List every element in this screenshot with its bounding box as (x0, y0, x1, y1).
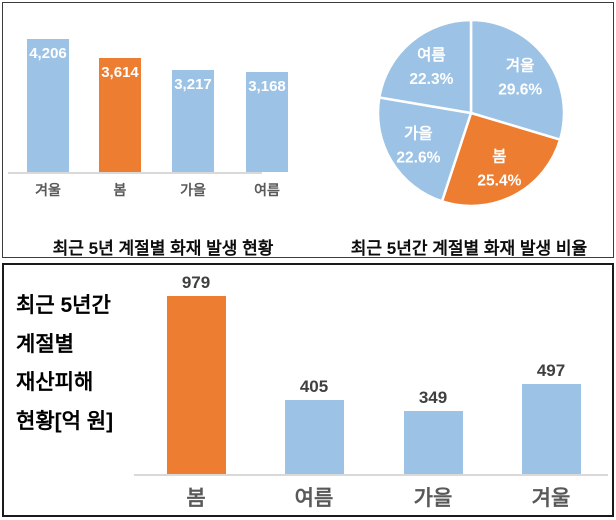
bar-value-winter: 497 (536, 361, 566, 380)
bar-value-spring: 979 (181, 273, 211, 292)
damage-title-line-4: 현황[억 원] (16, 409, 114, 433)
bar-winter (521, 384, 581, 474)
pie-slice-name-spring: 봄 (492, 147, 506, 165)
x-label-autumn: 가을 (413, 487, 453, 510)
property-damage-bar-chart: 979 봄 405 여름 349 가을 497 겨울 (4, 265, 612, 515)
x-label-spring: 봄 (113, 182, 127, 198)
bar-autumn (403, 411, 463, 474)
pie-slice-summer (378, 18, 473, 115)
top-panel: 4,206 겨울 3,614 봄 3,217 가을 3,168 여름 겨울 29.6% 봄 25.4… (2, 2, 614, 258)
pie-slice-name-summer: 여름 (417, 46, 446, 64)
bar-value-winter: 4,206 (29, 45, 67, 62)
bar-value-spring: 3,614 (101, 64, 139, 81)
bar-value-autumn: 349 (418, 388, 448, 407)
bar-value-summer: 3,168 (248, 78, 286, 95)
pie-slice-pct-autumn: 22.6% (396, 150, 440, 167)
bar-summer (246, 72, 288, 172)
pie-slice-winter (469, 18, 566, 141)
bar-summer (284, 400, 344, 474)
fire-ratio-chart-title: 최근 5년간 계절별 화재 발생 비율 (350, 239, 588, 258)
x-label-spring: 봄 (186, 487, 206, 510)
bar-value-summer: 405 (299, 377, 329, 396)
x-label-autumn: 가을 (180, 182, 206, 198)
damage-title-line-3: 재산피해 (16, 371, 94, 394)
x-label-summer: 여름 (254, 182, 280, 198)
fire-count-chart-axis-line (8, 172, 262, 174)
x-label-winter: 겨울 (35, 182, 61, 198)
pie-slice-pct-summer: 22.3% (409, 71, 453, 88)
fire-count-chart-title: 최근 5년 계절별 화재 발생 현황 (52, 239, 274, 258)
pie-slice-pct-spring: 25.4% (477, 172, 521, 189)
pie-slice-spring (440, 111, 562, 208)
bottom-panel: 최근 5년간 계절별 재산피해 현황[억 원] 979 봄 405 여름 349 가을 49… (2, 263, 614, 517)
fire-count-bar-chart: 4,206 겨울 3,614 봄 3,217 가을 3,168 여름 (3, 3, 613, 257)
pie-slice-pct-winter: 29.6% (498, 81, 542, 98)
bar-autumn (172, 70, 214, 172)
bar-winter (27, 39, 69, 172)
bar-spring (99, 58, 141, 172)
damage-chart-title: 최근 5년간 계절별 재산피해 현황[억 원] (16, 287, 113, 441)
damage-chart-axis-line (134, 474, 608, 476)
bar-value-autumn: 3,217 (174, 76, 212, 93)
bar-spring (166, 296, 226, 474)
pie-slice-autumn (376, 96, 473, 203)
pie-slice-name-autumn: 가을 (404, 125, 433, 143)
damage-title-line-1: 최근 5년간 (16, 294, 111, 317)
fire-ratio-pie-chart: 겨울 29.6% 봄 25.4% 가을 22.6% 여름 22.3% (376, 18, 566, 208)
x-label-winter: 겨울 (531, 487, 571, 510)
x-label-summer: 여름 (294, 487, 334, 510)
pie-slice-name-winter: 겨울 (506, 56, 535, 74)
damage-title-line-2: 계절별 (16, 332, 74, 356)
